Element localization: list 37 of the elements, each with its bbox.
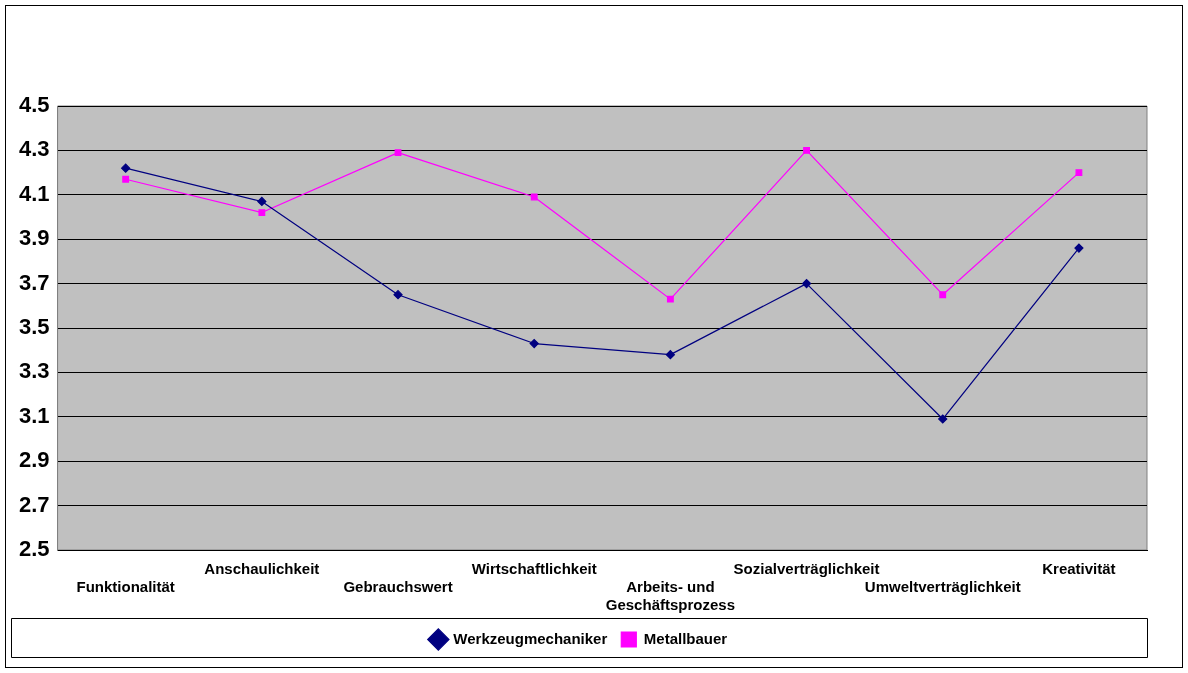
y-tick-label: 4.3	[18, 136, 50, 162]
y-tick-label: 3.9	[18, 225, 50, 251]
x-tick-label: Arbeits- und Geschäftsprozess	[605, 578, 735, 614]
point	[666, 295, 674, 303]
point	[803, 146, 810, 154]
legend-label: Werkzeugmechaniker	[453, 629, 608, 647]
point	[801, 279, 812, 289]
x-tick-label: Kreativität	[1042, 560, 1116, 578]
y-tick-label: 3.1	[18, 402, 50, 428]
y-tick-label: 4.5	[18, 92, 50, 118]
y-tick-label: 3.3	[18, 358, 50, 384]
x-tick-label: Funktionalität	[76, 578, 175, 596]
point	[530, 193, 538, 201]
point	[939, 291, 947, 299]
legend-label: Metallbauer	[643, 629, 728, 647]
point	[122, 175, 130, 183]
point	[1075, 169, 1083, 177]
point	[394, 149, 402, 157]
y-tick-label: 4.1	[18, 180, 50, 206]
point	[529, 338, 539, 349]
point	[938, 414, 948, 424]
point	[665, 350, 675, 360]
x-tick-label: Umweltverträglichkeit	[864, 578, 1021, 596]
point	[258, 209, 266, 216]
y-tick-label: 3.7	[18, 269, 50, 295]
y-tick-label: 3.5	[18, 314, 50, 340]
y-tick-label: 2.9	[18, 447, 50, 473]
x-tick-label: Wirtschaftlichkeit	[471, 560, 597, 578]
y-tick-label: 2.5	[18, 536, 50, 562]
y-tick-label: 2.7	[18, 491, 50, 517]
point	[257, 196, 267, 207]
point	[1074, 243, 1084, 253]
point	[121, 163, 131, 173]
x-tick-label: Gebrauchswert	[343, 578, 453, 596]
x-tick-label: Sozialverträglichkeit	[733, 560, 880, 578]
x-tick-label: Anschaulichkeit	[204, 560, 320, 578]
point	[393, 290, 403, 300]
